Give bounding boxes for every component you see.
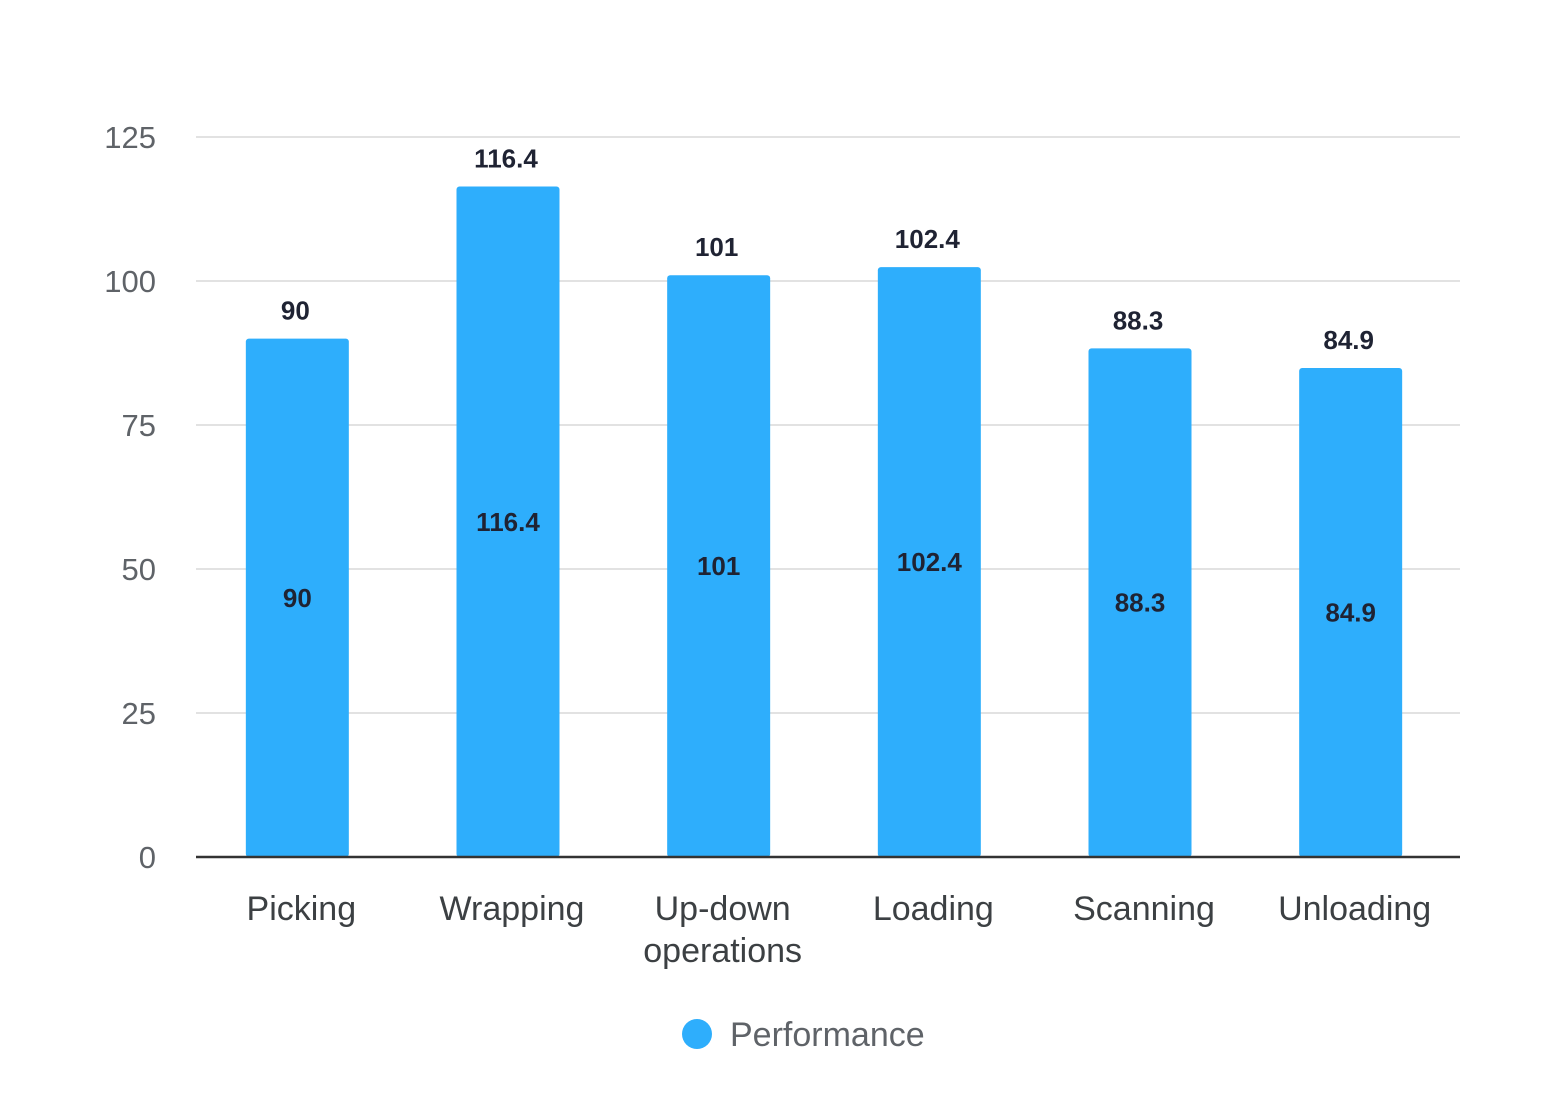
data-label-inside: 101 [697,551,740,581]
y-tick-label: 125 [104,120,156,155]
data-label-inside: 116.4 [476,507,540,537]
y-tick-label: 50 [122,552,156,587]
y-tick-label: 0 [139,840,156,875]
data-label-above: 84.9 [1323,325,1374,355]
data-label-above: 90 [281,296,310,326]
y-tick-label: 100 [104,264,156,299]
x-axis-category-labels: Picking Wrapping Up-down operations Loading S… [247,890,1432,970]
legend-swatch-performance [682,1019,712,1049]
bar-wrapping [456,186,560,857]
legend-label-performance: Performance [730,1016,925,1054]
category-label: Up-down operations [643,890,802,970]
category-label: Loading [873,890,994,928]
data-labels: 90 90 116.4 116.4 101 101 102.4 102.4 88.3 88.3 84… [281,144,1376,628]
bar-unloading [1299,367,1403,857]
bar-up-down-operations [667,275,771,857]
y-tick-label: 75 [122,408,156,443]
bar-picking [245,338,349,858]
category-label: Unloading [1278,890,1431,928]
data-label-inside: 102.4 [897,547,963,577]
category-label: Scanning [1073,890,1215,928]
grid-lines [196,136,1460,714]
y-axis-tick-labels: 0 25 50 75 100 125 [104,120,156,875]
data-label-inside: 90 [283,583,312,613]
bar-scanning [1088,348,1192,857]
data-label-inside: 88.3 [1115,588,1166,618]
data-label-above: 116.4 [474,144,538,174]
category-label: Wrapping [440,890,585,928]
bar-loading [877,267,981,857]
data-label-above: 102.4 [895,224,961,254]
data-label-inside: 84.9 [1325,597,1376,627]
data-label-above: 101 [695,232,738,262]
category-label: Picking [247,890,357,928]
bars [245,186,1403,858]
data-label-above: 88.3 [1113,305,1164,335]
legend: Performance [682,1016,925,1054]
y-tick-label: 25 [122,696,156,731]
